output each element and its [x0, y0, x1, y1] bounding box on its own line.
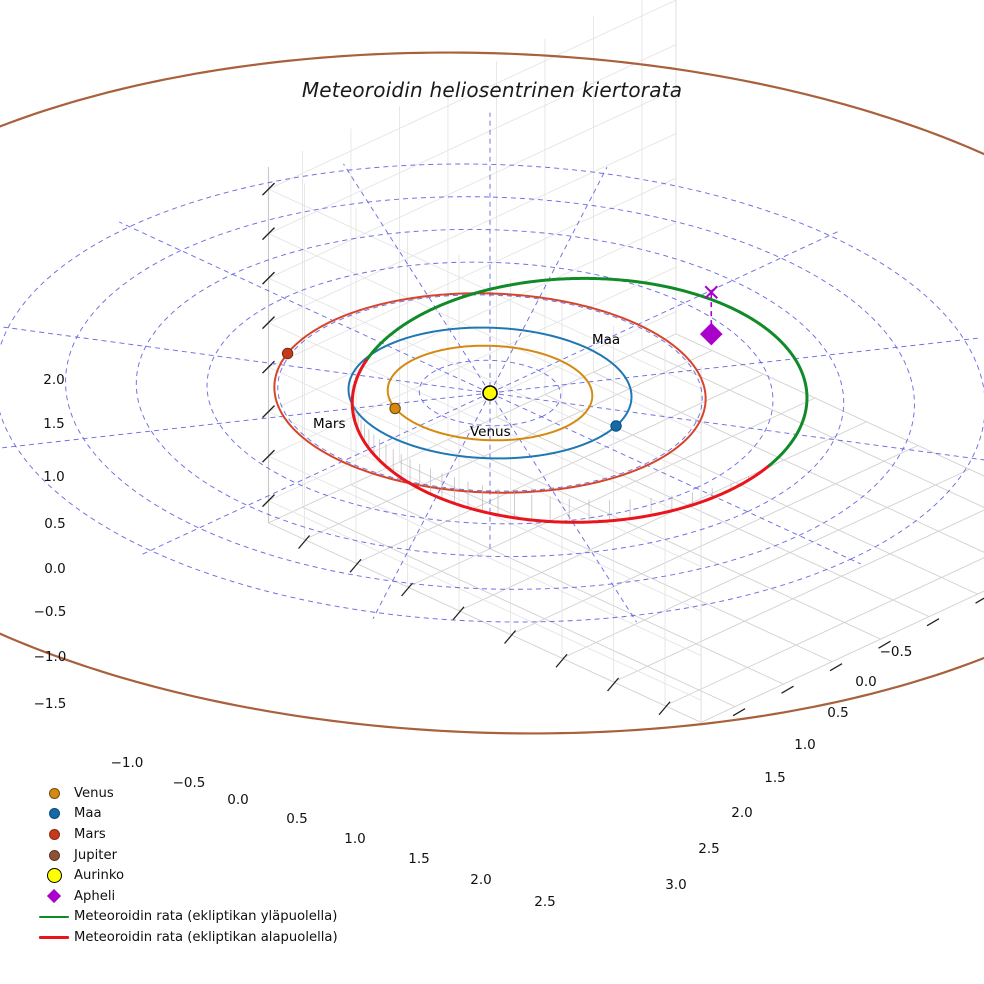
- tick-label: 2.5: [698, 841, 720, 857]
- tick-label: 1.0: [344, 831, 366, 847]
- tick-label: 0.0: [227, 792, 249, 808]
- legend-item-6[interactable]: Meteoroidin rata (ekliptikan yläpuolella…: [34, 907, 364, 928]
- tick-label: 1.0: [794, 737, 816, 753]
- legend-item-4[interactable]: Aurinko: [34, 865, 364, 886]
- tick-label: 2.5: [534, 894, 556, 910]
- tick-label: 0.0: [44, 561, 66, 577]
- tick-label: 0.5: [827, 705, 849, 721]
- legend-item-7[interactable]: Meteoroidin rata (ekliptikan alapuolella…: [34, 927, 364, 948]
- axis-tick-marks: [262, 182, 984, 717]
- legend-line-icon: [34, 936, 74, 939]
- page-title: Meteoroidin heliosentrinen kiertorata: [301, 78, 683, 102]
- axes-box-grid: [267, 0, 984, 723]
- meteoroid-orbit: [350, 276, 809, 524]
- tick-label: −1.5: [33, 696, 67, 712]
- legend-item-0[interactable]: Venus: [34, 783, 364, 804]
- tick-label: 1.5: [43, 416, 65, 432]
- markers: [281, 285, 723, 432]
- legend-item-label: Aurinko: [74, 868, 125, 884]
- orbit-jupiter: [0, 51, 984, 735]
- sun-marker: [482, 385, 498, 401]
- tick-label: 1.0: [43, 469, 65, 485]
- legend-dot-icon: [34, 828, 74, 840]
- legend-item-3[interactable]: Jupiter: [34, 845, 364, 866]
- tick-label: −1.0: [33, 649, 67, 665]
- legend-diamond-icon: [34, 889, 74, 904]
- venus-label: Venus: [470, 424, 511, 440]
- legend-item-label: Maa: [74, 806, 102, 822]
- tick-label: 0.5: [44, 516, 66, 532]
- legend-dot-icon: [34, 787, 74, 799]
- tick-label: 1.5: [408, 851, 430, 867]
- legend-item-label: Venus: [74, 785, 114, 801]
- legend-line-icon: [34, 915, 74, 919]
- planet-marker-maa: [610, 420, 622, 432]
- tick-label: 1.5: [764, 770, 786, 786]
- tick-label: 2.0: [470, 872, 492, 888]
- aphelion-marker: [699, 322, 723, 346]
- meteoroid-above-ecliptic: [364, 276, 809, 467]
- orbit-maa: [347, 326, 633, 460]
- planet-marker-mars: [281, 347, 294, 360]
- tick-label: −0.5: [879, 644, 913, 660]
- tick-label: −0.5: [33, 604, 67, 620]
- mars-label: Mars: [313, 416, 346, 432]
- legend-dot-icon: [34, 868, 74, 884]
- legend-dot-icon: [34, 808, 74, 820]
- planet-orbits: [0, 51, 984, 735]
- tick-label: 0.0: [855, 674, 877, 690]
- legend-item-1[interactable]: Maa: [34, 804, 364, 825]
- legend-item-label: Apheli: [74, 888, 116, 904]
- legend: Venus Maa Mars Jupiter Aurinko Apheli Meteoroi…: [34, 783, 364, 948]
- legend-item-label: Jupiter: [74, 847, 117, 863]
- tick-label: −1.0: [110, 755, 144, 771]
- tick-label: −0.5: [172, 775, 206, 791]
- legend-item-2[interactable]: Mars: [34, 824, 364, 845]
- meteoroid-below-ecliptic: [350, 380, 772, 524]
- legend-item-label: Meteoroidin rata (ekliptikan alapuolella…: [74, 929, 338, 945]
- legend-item-label: Meteoroidin rata (ekliptikan yläpuolella…: [74, 909, 338, 925]
- tick-label: 0.5: [286, 811, 308, 827]
- planet-marker-venus: [389, 402, 401, 415]
- earth-label: Maa: [592, 332, 621, 348]
- tick-label: 2.0: [731, 805, 753, 821]
- legend-item-label: Mars: [74, 826, 106, 842]
- polar-grid: [0, 112, 984, 623]
- legend-item-5[interactable]: Apheli: [34, 886, 364, 907]
- orbit-venus: [386, 344, 594, 442]
- legend-dot-icon: [34, 849, 74, 861]
- meteoroid-below-ecliptic: [354, 358, 368, 384]
- tick-label: 3.0: [665, 877, 687, 893]
- orbit-mars: [273, 292, 707, 494]
- tick-label: 2.0: [43, 372, 65, 388]
